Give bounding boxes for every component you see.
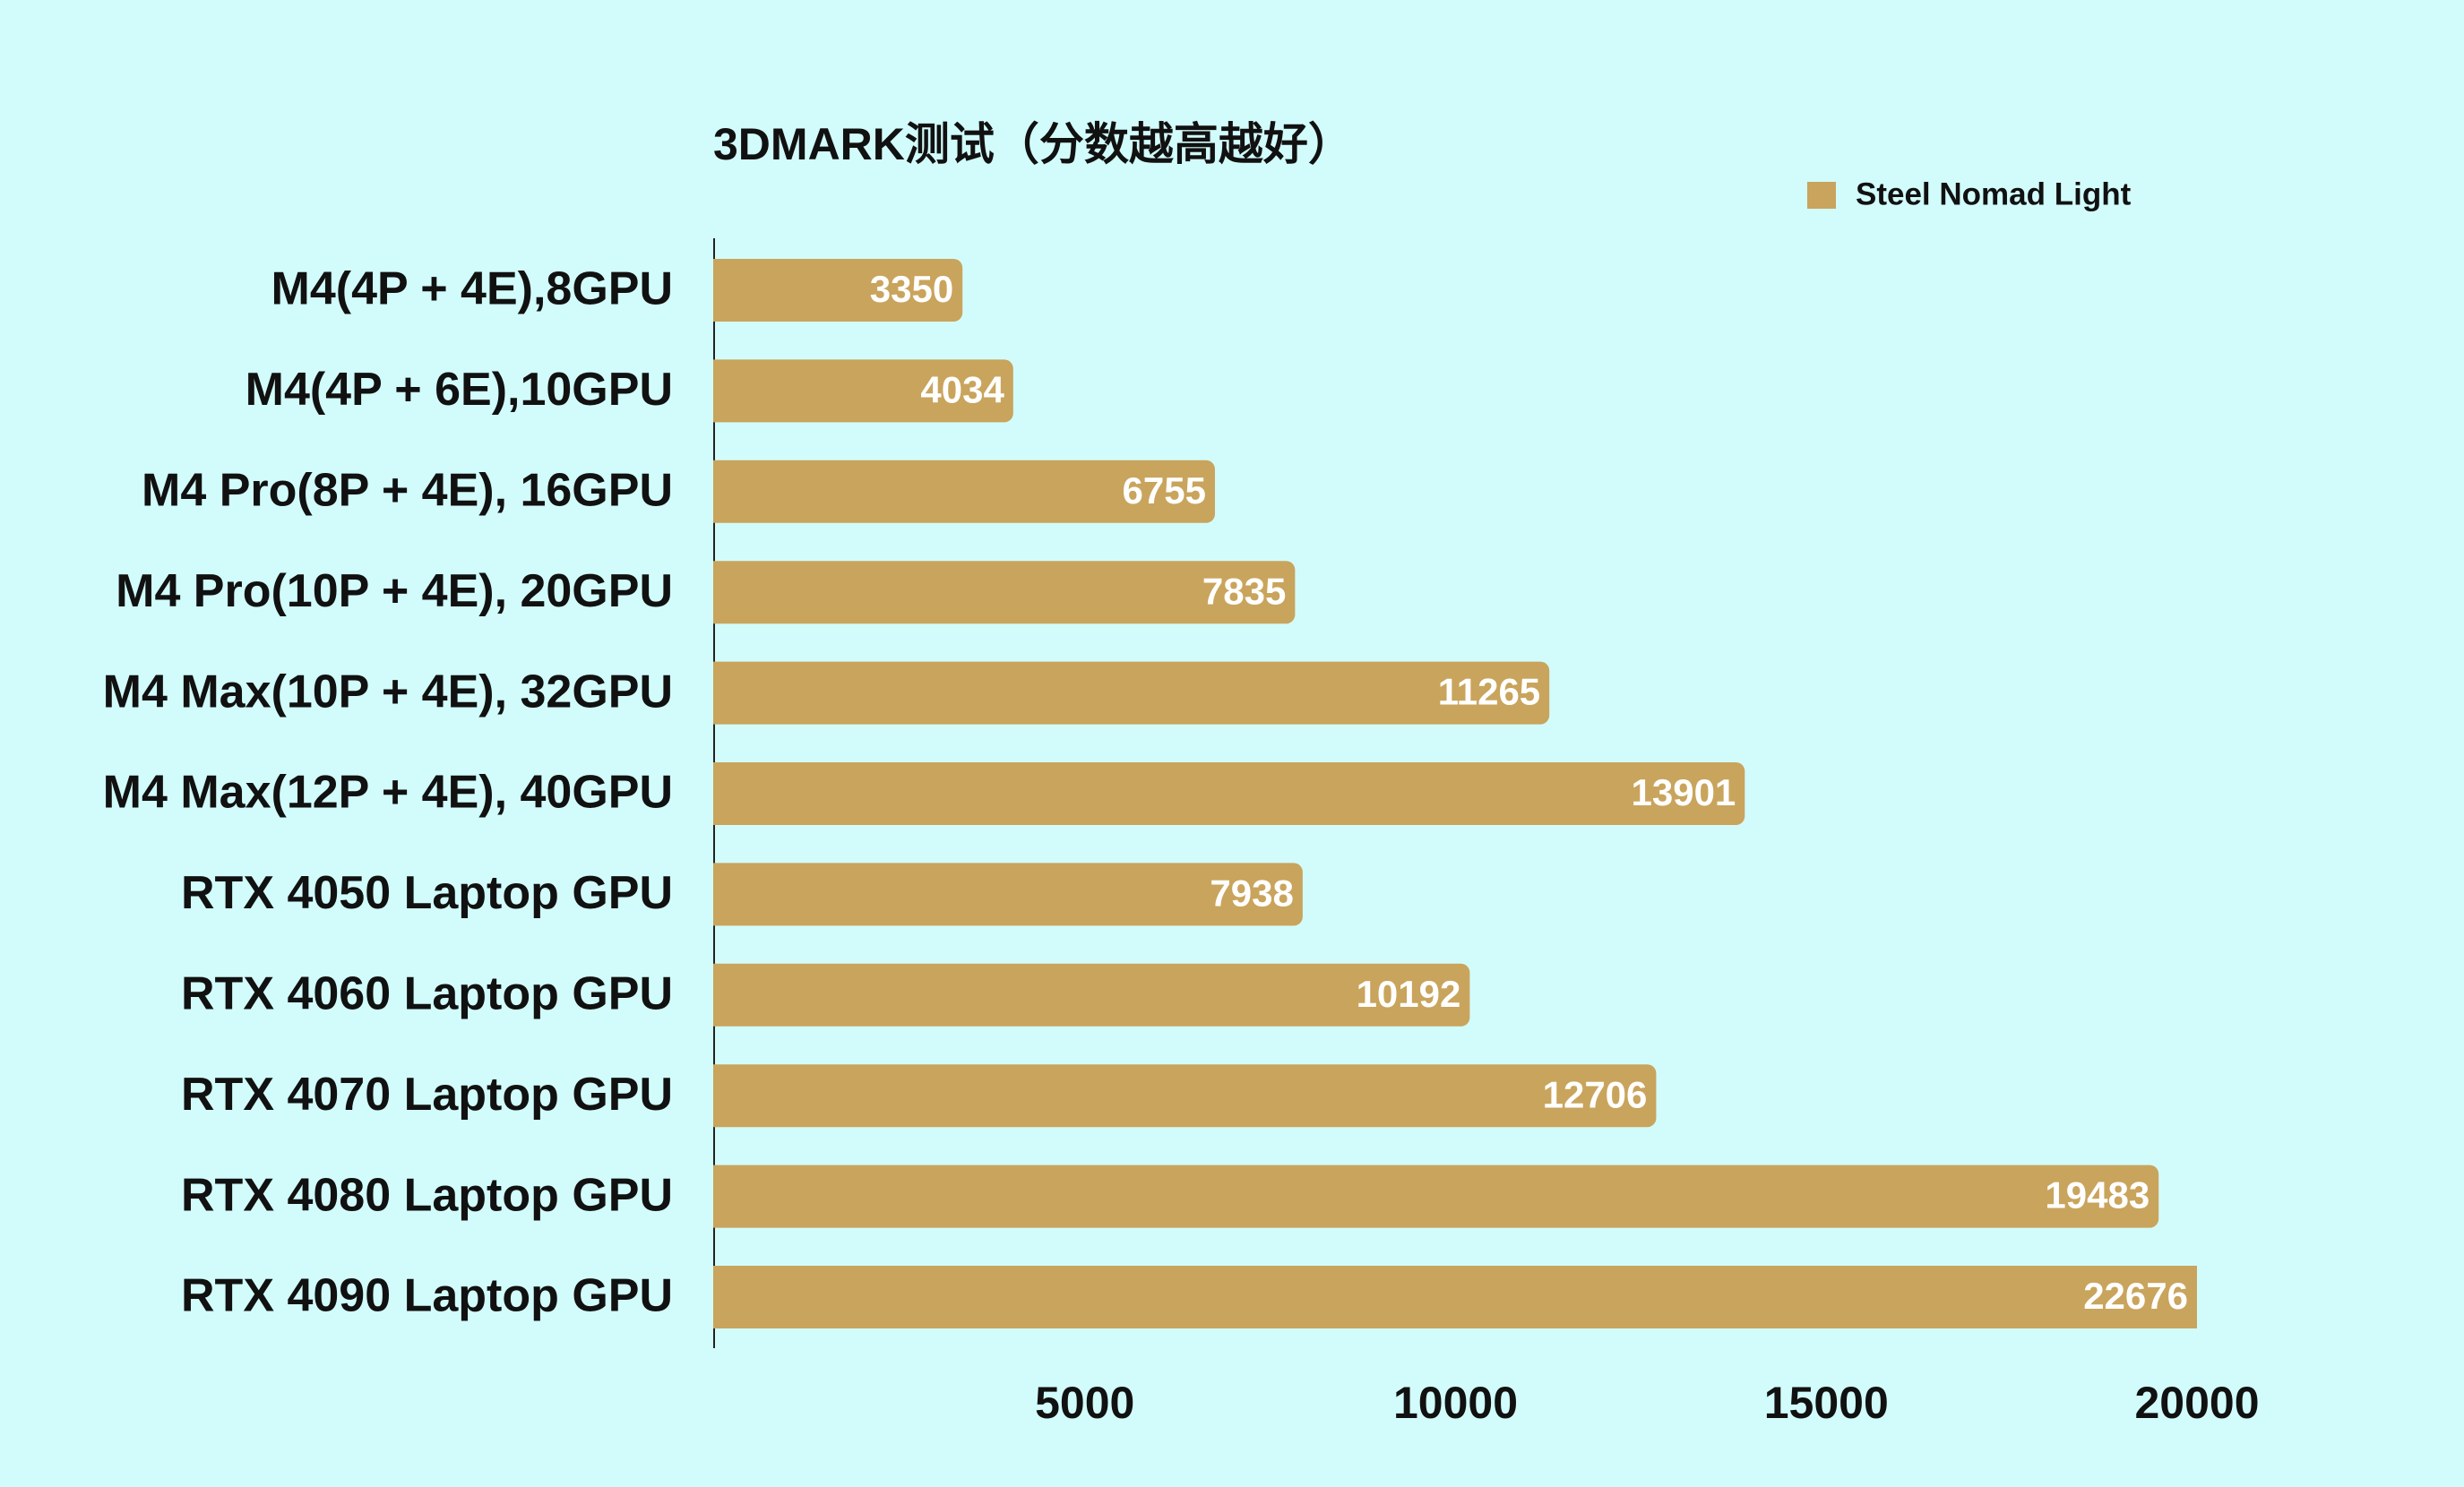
y-tick-label: RTX 4070 Laptop GPU xyxy=(181,1069,673,1121)
bar xyxy=(713,762,1745,825)
value-label: 6755 xyxy=(1123,469,1206,511)
y-tick-label: M4(4P + 6E),10GPU xyxy=(246,364,673,416)
bar xyxy=(713,1266,2197,1328)
y-tick-label: M4 Pro(8P + 4E), 16GPU xyxy=(142,465,673,517)
bar xyxy=(713,460,1215,523)
value-label: 4034 xyxy=(920,368,1004,410)
bar xyxy=(713,561,1296,624)
value-label: 13901 xyxy=(1632,771,1736,813)
value-label: 11265 xyxy=(1438,671,1540,713)
chart-title: 3DMARK测试（分数越高越好） xyxy=(713,119,1353,169)
bar xyxy=(713,1165,2159,1228)
value-label: 7938 xyxy=(1210,872,1293,914)
legend-swatch xyxy=(1807,182,1836,209)
bar xyxy=(713,1064,1657,1128)
bar xyxy=(713,259,963,322)
x-tick-label: 20000 xyxy=(2134,1378,2259,1428)
legend-label: Steel Nomad Light xyxy=(1856,176,2132,211)
x-tick-label: 15000 xyxy=(1764,1378,1889,1428)
y-tick-label: RTX 4090 Laptop GPU xyxy=(181,1270,673,1322)
x-tick-label: 10000 xyxy=(1393,1378,1518,1428)
y-tick-label: RTX 4060 Laptop GPU xyxy=(181,968,673,1020)
bar xyxy=(713,863,1303,926)
bar xyxy=(713,963,1470,1027)
value-label: 7835 xyxy=(1202,570,1286,612)
y-tick-label: M4 Max(10P + 4E), 32GPU xyxy=(103,666,673,718)
y-tick-label: M4 Max(12P + 4E), 40GPU xyxy=(103,767,673,819)
value-label: 22676 xyxy=(2083,1275,2188,1317)
bar xyxy=(713,661,1550,725)
value-label: 10192 xyxy=(1357,973,1461,1015)
y-tick-label: M4(4P + 4E),8GPU xyxy=(271,263,673,315)
bar xyxy=(713,359,1013,423)
bars xyxy=(713,259,2197,1328)
value-label: 19483 xyxy=(2045,1174,2150,1216)
y-tick-label: M4 Pro(10P + 4E), 20GPU xyxy=(116,565,673,617)
y-tick-label: RTX 4080 Laptop GPU xyxy=(181,1169,673,1221)
value-label: 3350 xyxy=(870,268,953,310)
x-tick-label: 5000 xyxy=(1035,1378,1134,1428)
value-label: 12706 xyxy=(1543,1073,1648,1115)
y-tick-label: RTX 4050 Laptop GPU xyxy=(181,867,673,919)
